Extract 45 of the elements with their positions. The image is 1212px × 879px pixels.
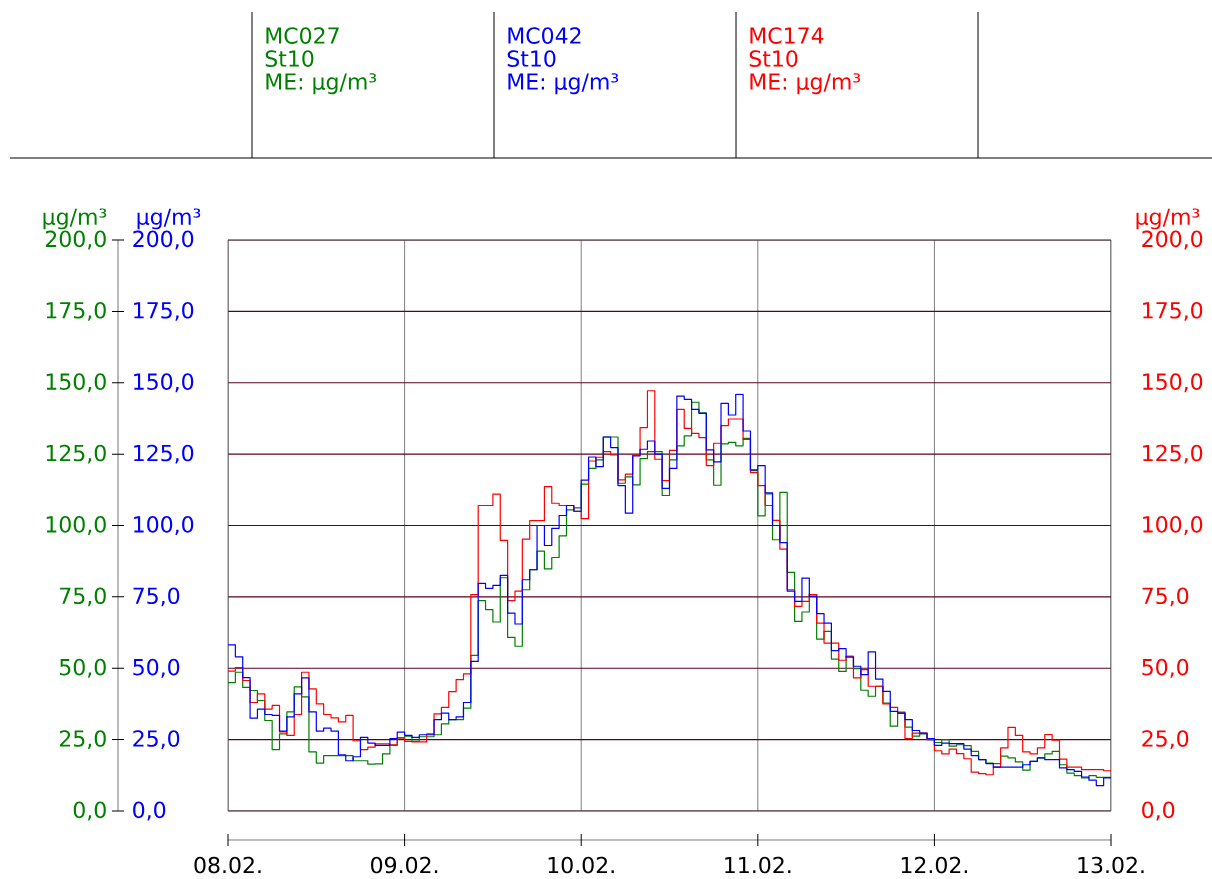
y-tick-label: 50,0	[133, 658, 180, 678]
y3-axis-title: µg/m³	[137, 208, 201, 230]
y3-tick-label: 0,0	[73, 801, 106, 821]
y2-tick-label: 150,0	[1143, 373, 1203, 393]
y-tick-label: 100,0	[134, 516, 194, 535]
x-tick-label: 10.02.	[548, 856, 614, 874]
text: MC042	[508, 27, 581, 44]
y-tick-label: 125,0	[134, 444, 194, 464]
text: St10	[507, 50, 556, 67]
y-tick-label: 175,0	[134, 301, 194, 321]
text: MC174	[750, 27, 824, 44]
y-tick-label: 0,0	[133, 801, 166, 821]
y2-tick-label: 75,0	[1142, 587, 1189, 607]
x-tick-label: 13.02.	[1078, 856, 1144, 874]
y3-tick-label: 175,0	[46, 301, 106, 321]
y2-tick-label: 175,0	[1143, 301, 1203, 321]
y2-tick-label: 50,0	[1142, 658, 1189, 678]
text: St10	[749, 50, 798, 67]
y-tick-label: 75,0	[133, 587, 180, 607]
y2-tick-label: 125,0	[1143, 444, 1203, 464]
x-tick-label: 12.02.	[901, 856, 967, 874]
y-tick-label: 150,0	[134, 373, 194, 393]
y3-tick-label: 75,0	[60, 587, 106, 607]
y2-axis-title: µg/m³	[1136, 208, 1200, 230]
text: St10	[265, 50, 314, 67]
y3-tick-label: 200,0	[45, 230, 106, 250]
x-tick-label: 11.02.	[725, 856, 791, 874]
y3-tick-label: 100,0	[46, 516, 106, 535]
y2-tick-label: 100,0	[1143, 516, 1203, 535]
text: ME: µg/m³	[508, 73, 619, 95]
text: MC027	[266, 27, 339, 44]
y3-tick-label: 125,0	[46, 444, 106, 464]
y2-tick-label: 25,0	[1142, 730, 1189, 750]
y3-tick-label: 25,0	[59, 730, 106, 750]
x-tick-label: 09.02.	[371, 856, 438, 874]
y2-tick-label: 0,0	[1142, 801, 1175, 821]
y-tick-label: 200,0	[133, 230, 194, 250]
y-tick-label: 25,0	[133, 730, 180, 750]
y-axis-title: µg/m³	[43, 208, 107, 230]
x-tick-label: 08.02.	[194, 856, 261, 874]
y3-tick-label: 150,0	[46, 373, 106, 393]
y2-tick-label: 200,0	[1142, 230, 1203, 250]
y3-tick-label: 50,0	[60, 658, 106, 678]
text: ME: µg/m³	[266, 73, 377, 95]
text: ME: µg/m³	[750, 73, 861, 95]
